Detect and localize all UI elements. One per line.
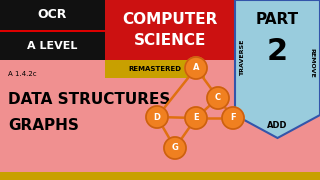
Bar (105, 0, 235, 60)
Text: F: F (230, 114, 236, 123)
Text: COMPUTER: COMPUTER (122, 12, 218, 27)
Circle shape (185, 107, 207, 129)
Bar (0, 32, 105, 60)
Text: ADD: ADD (267, 120, 288, 129)
Text: E: E (193, 114, 199, 123)
Text: G: G (172, 143, 179, 152)
Bar (0, 0, 105, 30)
Polygon shape (235, 0, 320, 138)
Circle shape (185, 57, 207, 79)
Bar (0, 172, 320, 180)
Text: D: D (154, 112, 161, 122)
Circle shape (146, 106, 168, 128)
Text: TRAVERSE: TRAVERSE (241, 39, 245, 76)
Text: OCR: OCR (38, 8, 67, 21)
Text: PART: PART (256, 12, 299, 28)
Text: 2: 2 (267, 37, 288, 66)
Text: SCIENCE: SCIENCE (134, 33, 206, 48)
Text: REMASTERED: REMASTERED (129, 66, 181, 72)
Circle shape (207, 87, 229, 109)
Bar (0, 30, 105, 32)
Circle shape (222, 107, 244, 129)
Text: C: C (215, 93, 221, 102)
Text: GRAPHS: GRAPHS (8, 118, 79, 132)
Bar (105, 60, 205, 78)
Text: REMOVE: REMOVE (309, 48, 315, 77)
Text: A 1.4.2c: A 1.4.2c (8, 71, 36, 77)
Text: A LEVEL: A LEVEL (27, 41, 78, 51)
Circle shape (164, 137, 186, 159)
Text: A: A (193, 64, 199, 73)
Text: DATA STRUCTURES: DATA STRUCTURES (8, 93, 170, 107)
